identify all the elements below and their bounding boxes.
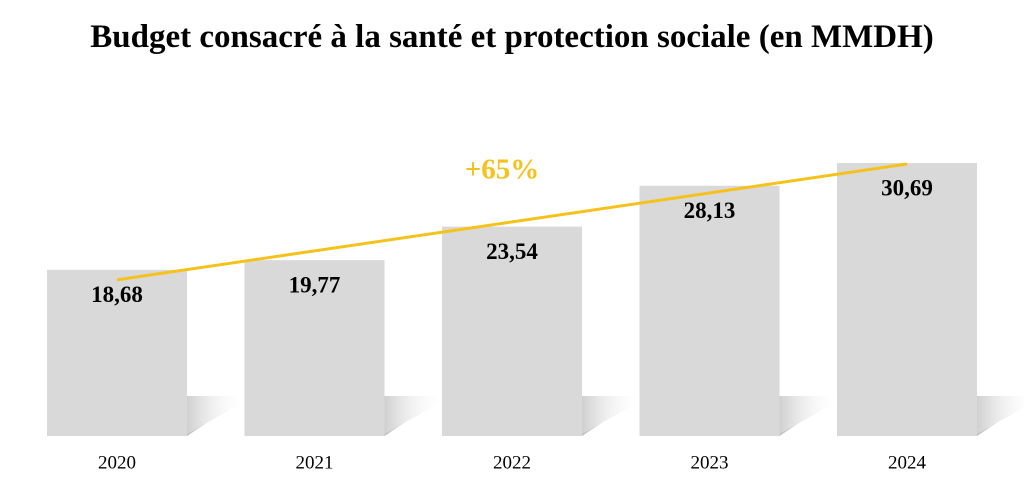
x-tick-label: 2021 xyxy=(296,452,334,473)
bar-shadow xyxy=(779,396,840,436)
value-label: 28,13 xyxy=(684,198,736,223)
bar xyxy=(837,163,977,436)
annotation: +65% xyxy=(465,154,540,186)
value-label: 30,69 xyxy=(881,175,933,200)
chart-title: Budget consacré à la santé et protection… xyxy=(90,19,934,55)
bar-shadow xyxy=(384,396,445,436)
value-label: 18,68 xyxy=(91,282,143,307)
value-label: 19,77 xyxy=(289,272,341,297)
bar xyxy=(47,269,187,436)
bar xyxy=(639,185,780,436)
bar-shadow xyxy=(187,396,247,436)
bar-shadow xyxy=(977,396,1024,436)
x-tick-label: 2023 xyxy=(691,452,729,473)
x-tick-label: 2024 xyxy=(888,452,927,473)
bar xyxy=(244,260,385,436)
bar xyxy=(442,226,582,436)
bar-shadow xyxy=(582,396,642,436)
trend-line xyxy=(116,162,908,282)
x-tick-label: 2020 xyxy=(98,452,136,473)
x-tick-label: 2022 xyxy=(493,452,531,473)
value-label: 23,54 xyxy=(486,239,538,264)
